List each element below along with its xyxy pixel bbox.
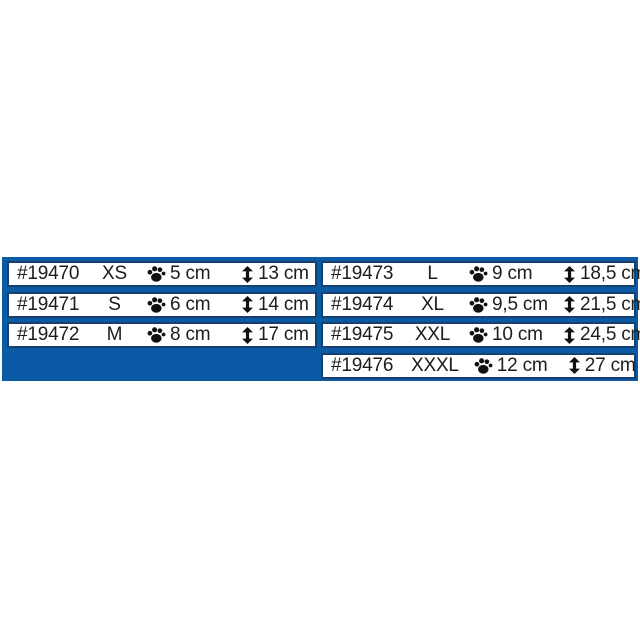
size-table-row: #19473 L 9 cm 18, bbox=[321, 261, 640, 287]
boot-height-value: 21,5 cm bbox=[580, 293, 640, 315]
paw-icon bbox=[469, 266, 488, 282]
paw-width-value: 10 cm bbox=[492, 324, 543, 345]
paw-width-value: 5 cm bbox=[170, 263, 211, 284]
size-table-row: #19474 XL 9,5 cm bbox=[321, 291, 640, 318]
size-label: S bbox=[108, 293, 121, 315]
size-label: L bbox=[427, 263, 438, 284]
height-arrow-icon bbox=[564, 296, 575, 313]
boot-height-value: 27 cm bbox=[584, 354, 636, 376]
size-label: XXXL bbox=[411, 354, 459, 376]
paw-width-cell: 5 cm bbox=[147, 263, 242, 285]
boot-height-value: 24,5 cm bbox=[580, 324, 640, 345]
size-table-row: #19472 M 8 cm 17 bbox=[7, 322, 317, 348]
size-table-row: #19476 XXXL 12 cm bbox=[321, 352, 636, 379]
boot-height-cell: 24,5 cm bbox=[564, 324, 640, 346]
boot-height-cell: 14 cm bbox=[242, 294, 315, 316]
article-number: #19474 bbox=[331, 293, 394, 315]
height-arrow-icon bbox=[564, 326, 575, 344]
paw-width-value: 8 cm bbox=[170, 324, 211, 345]
paw-width-cell: 9 cm bbox=[469, 263, 564, 285]
article-number: #19471 bbox=[17, 293, 80, 315]
boot-height-value: 17 cm bbox=[258, 324, 309, 345]
size-table-large-sizes: #19473 L 9 cm 18, bbox=[321, 261, 640, 379]
paw-icon bbox=[147, 327, 166, 343]
size-label: XXL bbox=[414, 324, 451, 345]
paw-width-cell: 6 cm bbox=[147, 294, 242, 316]
height-arrow-icon bbox=[568, 357, 580, 374]
boot-height-value: 13 cm bbox=[258, 263, 309, 284]
height-arrow-icon bbox=[564, 265, 575, 283]
boot-height-cell: 18,5 cm bbox=[564, 263, 640, 285]
paw-width-value: 12 cm bbox=[496, 354, 548, 376]
boot-height-cell: 27 cm bbox=[568, 354, 636, 377]
size-label: XS bbox=[102, 263, 127, 284]
boot-height-cell: 21,5 cm bbox=[564, 294, 640, 316]
paw-width-cell: 8 cm bbox=[147, 324, 242, 346]
boot-height-cell: 17 cm bbox=[242, 324, 315, 346]
size-table-row: #19475 XXL 10 cm bbox=[321, 322, 640, 348]
size-label: M bbox=[106, 324, 123, 345]
size-table-small-sizes: #19470 XS 5 cm 13 bbox=[7, 261, 317, 348]
height-arrow-icon bbox=[242, 265, 253, 283]
paw-width-cell: 12 cm bbox=[474, 355, 569, 377]
paw-icon bbox=[147, 266, 166, 282]
article-number: #19473 bbox=[331, 263, 394, 284]
article-number: #19476 bbox=[331, 354, 394, 376]
paw-icon bbox=[469, 296, 488, 313]
height-arrow-icon bbox=[242, 326, 253, 344]
paw-icon bbox=[147, 296, 166, 313]
height-arrow-icon bbox=[242, 296, 253, 313]
article-number: #19472 bbox=[17, 324, 80, 345]
paw-width-value: 9 cm bbox=[492, 263, 533, 284]
size-table-row: #19470 XS 5 cm 13 bbox=[7, 261, 317, 287]
size-label: XL bbox=[421, 293, 444, 315]
paw-icon bbox=[469, 327, 488, 343]
size-table-row: #19471 S 6 cm 14 bbox=[7, 291, 317, 318]
paw-width-value: 9,5 cm bbox=[492, 293, 548, 315]
paw-width-cell: 10 cm bbox=[469, 324, 564, 346]
article-number: #19475 bbox=[331, 324, 394, 345]
paw-icon bbox=[474, 357, 493, 374]
boot-height-value: 14 cm bbox=[258, 293, 309, 315]
boot-height-cell: 13 cm bbox=[242, 263, 315, 285]
boot-height-value: 18,5 cm bbox=[580, 263, 640, 284]
paw-width-cell: 9,5 cm bbox=[469, 294, 564, 316]
paw-width-value: 6 cm bbox=[170, 293, 211, 315]
article-number: #19470 bbox=[17, 263, 80, 284]
